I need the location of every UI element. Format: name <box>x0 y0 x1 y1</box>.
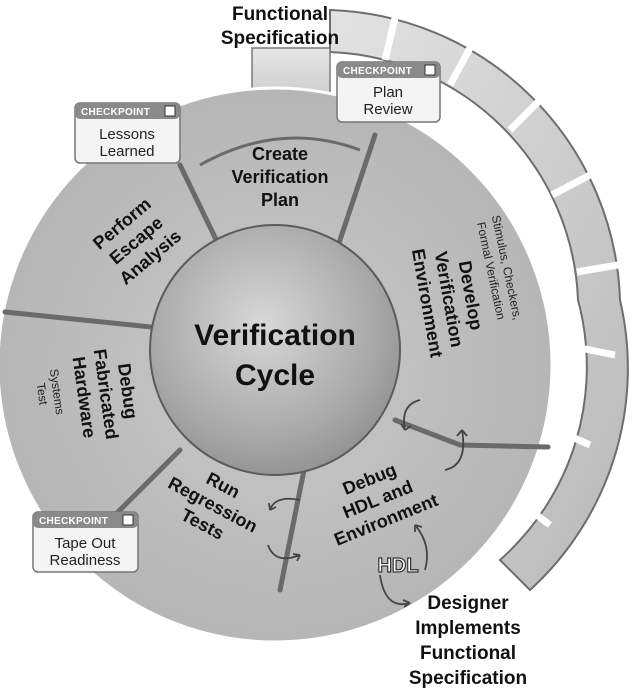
center-title-line1: Verification <box>194 319 356 352</box>
bottom-label-line3: Functional <box>420 643 516 664</box>
create-plan-line1: Create <box>252 144 308 164</box>
debug-hw-sub2: Test <box>34 382 51 406</box>
lessons-line2: Learned <box>99 143 154 160</box>
lessons-line1: Lessons <box>99 126 155 143</box>
checkpoint-header: CHECKPOINT <box>343 66 412 77</box>
checkbox-icon <box>122 514 134 526</box>
plan-review-line2: Review <box>363 101 412 118</box>
plan-review-line1: Plan <box>373 84 403 101</box>
checkpoint-tapeout: CHECKPOINT Tape Out Readiness <box>32 511 139 573</box>
debug-hw-sub1: Systems <box>47 368 67 416</box>
checkbox-icon <box>164 105 176 117</box>
cycle-wheel <box>0 86 554 644</box>
functional-spec-label: Functional Specification <box>221 4 339 49</box>
checkpoint-lessons-learned: CHECKPOINT Lessons Learned <box>74 102 181 164</box>
checkpoint-header: CHECKPOINT <box>81 107 150 118</box>
center-title-line2: Cycle <box>235 359 315 392</box>
bottom-label-line1: Designer <box>427 593 509 614</box>
top-label-line1: Functional <box>232 4 328 25</box>
bottom-label-line4: Specification <box>409 668 527 689</box>
tapeout-line2: Readiness <box>50 552 121 569</box>
create-plan-line2: Verification <box>231 167 328 187</box>
checkpoint-header: CHECKPOINT <box>39 516 108 527</box>
outer-ring <box>329 8 629 592</box>
segment-debug-hw-sub: Systems Test <box>34 368 67 416</box>
hdl-label: HDL <box>377 555 418 577</box>
top-label-line2: Specification <box>221 28 339 49</box>
loop-arrows-develop <box>400 399 468 471</box>
loop-arrows-regression <box>267 497 301 562</box>
bottom-label-line2: Implements <box>415 618 521 639</box>
checkbox-icon <box>424 64 436 76</box>
designer-label: Designer Implements Functional Specifica… <box>409 593 527 689</box>
tapeout-line1: Tape Out <box>55 535 117 552</box>
checkpoint-plan-review: CHECKPOINT Plan Review <box>336 61 441 123</box>
segment-create-plan: Create Verification Plan <box>231 144 328 210</box>
hdl-badge: HDL <box>377 524 428 608</box>
create-plan-line3: Plan <box>261 190 299 210</box>
